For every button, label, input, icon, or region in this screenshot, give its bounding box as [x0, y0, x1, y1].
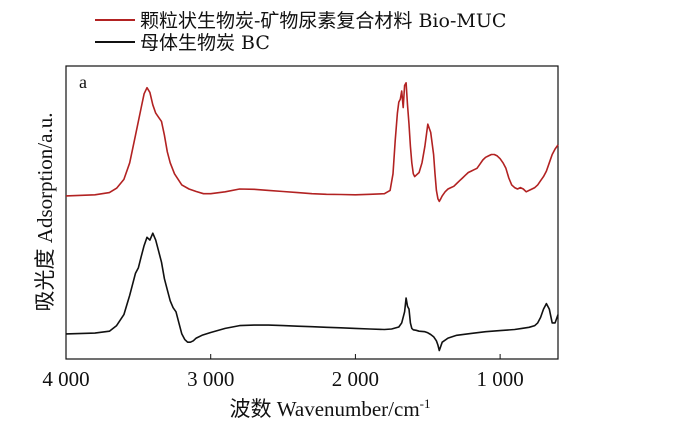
x-axis-ticks: 4 000 3 000 2 000 1 000	[42, 354, 524, 391]
x-tick-label-3: 1 000	[476, 367, 523, 391]
x-axis-label: 波数 Wavenumber/cm-1	[229, 396, 430, 421]
x-tick-label-0: 4 000	[42, 367, 89, 391]
y-axis-label: 吸光度 Adsorption/a.u.	[33, 113, 57, 312]
series-line-bio-muc	[65, 82, 559, 203]
legend-label-bio-muc: 颗粒状生物炭-矿物尿素复合材料 Bio-MUC	[140, 10, 506, 32]
legend: 颗粒状生物炭-矿物尿素复合材料 Bio-MUC 母体生物炭 BC	[95, 10, 506, 54]
legend-label-bc: 母体生物炭 BC	[140, 32, 270, 54]
x-axis-label-text: 波数 Wavenumber/cm	[229, 397, 419, 421]
panel-label: a	[79, 72, 87, 92]
plot-frame	[65, 65, 559, 360]
x-axis-label-superscript: -1	[420, 396, 431, 411]
series-line-bc	[65, 232, 559, 352]
x-tick-label-2: 2 000	[332, 367, 379, 391]
x-tick-label-1: 3 000	[187, 367, 234, 391]
